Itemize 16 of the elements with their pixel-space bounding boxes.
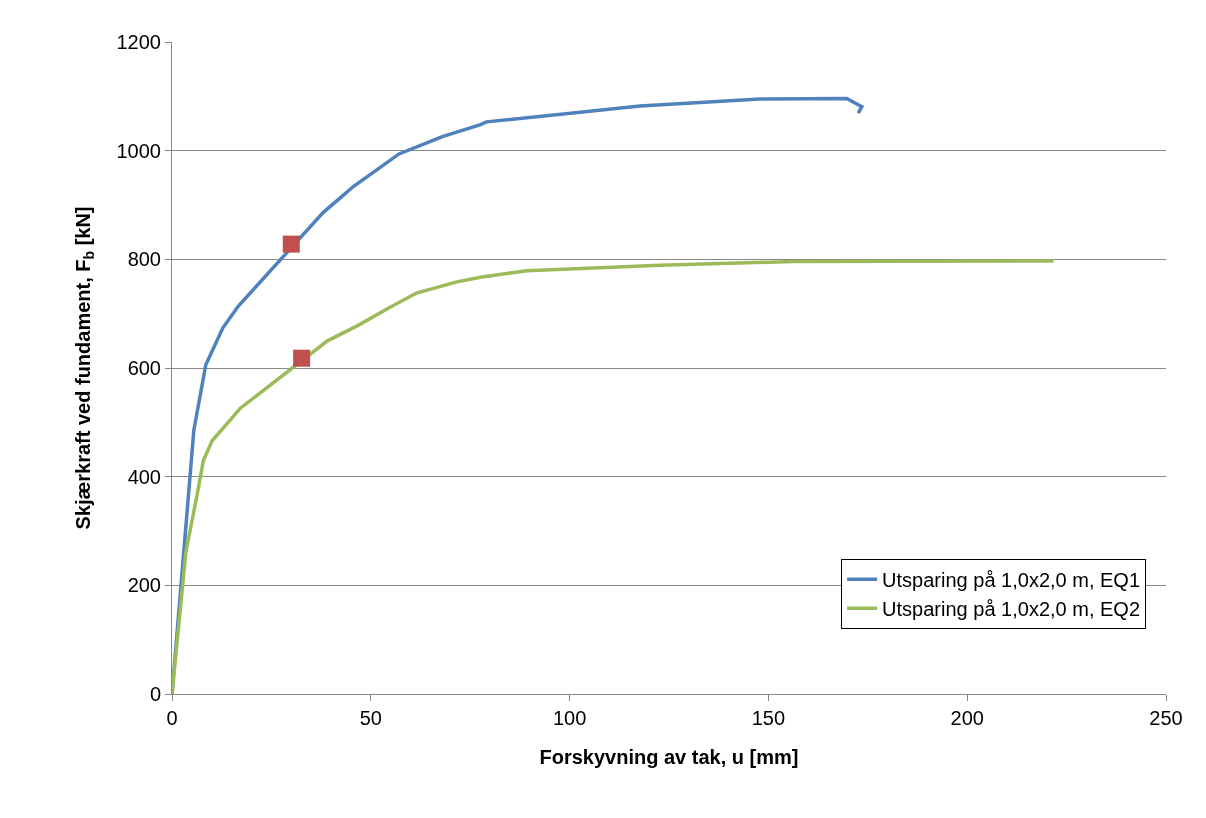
legend-label: Utsparing på 1,0x2,0 m, EQ2 — [882, 598, 1141, 621]
x-tick-label: 200 — [950, 707, 984, 729]
y-tick-label: 400 — [127, 465, 161, 488]
y-tick-label: 0 — [149, 683, 161, 705]
x-tick-label: 50 — [359, 707, 382, 729]
x-tick-label: 250 — [1149, 707, 1183, 729]
y-tick-label: 1000 — [116, 139, 161, 162]
x-tick-label: 150 — [751, 707, 786, 729]
y-tick-label: 600 — [127, 357, 161, 379]
y-tick-label: 200 — [127, 574, 161, 597]
y-tick-label: 800 — [127, 248, 161, 271]
legend-label: Utsparing på 1,0x2,0 m, EQ1 — [882, 569, 1141, 592]
x-tick-label: 100 — [552, 707, 587, 729]
x-axis-title: Forskyvning av tak, u [mm] — [539, 746, 799, 768]
y-tick-label: 1200 — [116, 31, 161, 53]
x-tick-label: 0 — [166, 707, 178, 729]
